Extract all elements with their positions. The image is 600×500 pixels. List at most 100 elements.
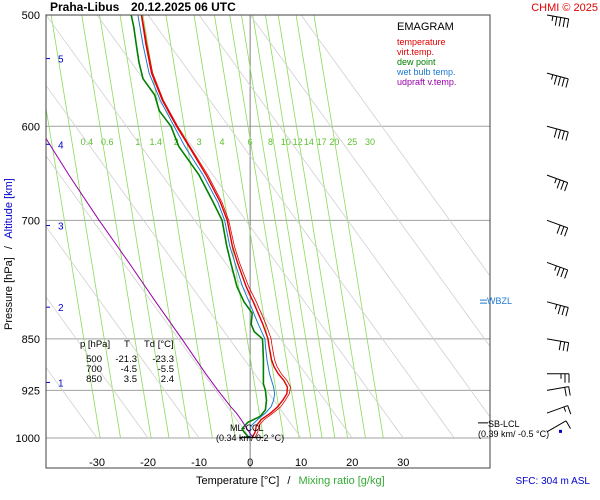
mixing-ratio-line [165,15,236,439]
copyright: CHMI © 2025 [531,2,598,14]
wind-barb [546,125,569,141]
dry-adiabat-line [46,296,149,439]
altitude-tick-label: 3 [58,222,64,233]
mixing-ratio-label: 20 [329,137,339,147]
altitude-tick-label: 1 [58,378,64,389]
wind-barb-half-feather [554,178,557,184]
mixing-ratio-label: 6 [248,137,253,147]
surface-elevation: SFC: 304 m ASL [516,476,591,487]
dry-adiabat-line [198,15,490,418]
wind-barb-feather [553,75,558,85]
mixing-ratio-line [241,15,312,439]
mixing-ratio-line [46,105,101,439]
mixing-ratio-label: 10 [281,137,291,147]
wind-barb-feather [556,224,561,234]
legend: EMAGRAM temperature virt.temp. dew point… [396,21,456,87]
wind-barb-feather [565,78,569,88]
wind-barb-half-feather [551,74,554,80]
surface-wind-marker [559,429,562,433]
wind-barb-feather [564,269,569,279]
pressure-tick-label: 1000 [16,433,40,445]
mixing-ratio-line [50,15,121,439]
wind-barb-feather [561,130,565,140]
wind-barb [546,301,569,317]
sounding-datetime: 20.12.2025 06 UTC [131,0,236,14]
wind-barb-feather [560,268,565,278]
wind-barb-staff [546,338,569,344]
mixing-ratio-line [214,15,285,439]
mixing-ratio-line [229,15,300,439]
series-wet-bulb-temp-line [137,15,276,439]
y-axis-label: Pressure [hPa] [3,257,15,330]
temperature-tick-label: 0 [247,457,253,469]
table-cell: 850 [86,374,102,385]
dry-adiabat-line [147,15,455,439]
wind-barb-staff [546,219,568,229]
mixing-ratio-line [81,15,152,439]
temperature-tick-label: -10 [191,457,207,469]
sounding-profiles [46,15,291,439]
wind-barb [546,14,570,28]
table-cell: -4.5 [121,364,137,375]
dry-adiabat-line [249,15,490,348]
wind-barb-feather [557,305,562,315]
temperature-tick-label: 20 [346,457,358,469]
mixing-ratio-line [99,15,170,439]
wind-barb-half-feather [563,406,567,412]
altitude-tick-label: 4 [58,140,64,151]
sb-lcl-values: (0.39 km/ -0.5 °C) [478,429,549,439]
mixing-ratio-label: 17 [317,137,327,147]
wind-barb-feather [568,386,571,396]
ml-ccl-label: ML-CCL [230,423,264,433]
wind-barb-staff [546,301,569,309]
table-cell: -21.3 [115,354,137,365]
ml-ccl-values: (0.34 km/ 0.2 °C) [216,433,284,443]
series-temperature-line [140,15,289,439]
legend-dew-point: dew point [397,57,436,67]
mixing-ratio-line [119,15,190,439]
station-name: Praha-Libus [50,0,120,14]
wind-barb [546,219,569,237]
pressure-tick-label: 500 [22,10,40,22]
wind-barb-feather [566,342,570,352]
wind-barb [546,405,572,415]
table-cell: 2.4 [161,374,174,385]
y-axis-title: Pressure [hPa] / Altitude [km] [3,178,15,330]
wind-barb-feather [557,129,562,139]
wind-barb-feather [553,128,558,138]
mixing-ratio-label: 0.6 [101,137,114,147]
dry-adiabat-line [46,84,302,439]
mixing-ratio-label: 30 [365,137,375,147]
mixing-ratio-line [313,15,384,439]
wind-barb-feather [558,341,562,351]
wind-barb-staff [546,72,569,80]
x-axis-label-mixing: Mixing ratio [g/kg] [298,475,384,487]
series-virt-temp-line [141,15,291,439]
wind-barb-feather [564,227,569,237]
sb-lcl-label: SB-LCL [488,419,520,429]
legend-updraft-vtemp: udpraft v.temp. [397,77,456,87]
temperature-tick-label: 30 [397,457,409,469]
dry-adiabat-line [46,155,251,439]
pressure-tick-label: 600 [22,121,40,133]
chart-grid [46,14,490,468]
wind-barb-feather [562,18,566,28]
chart-annotations [239,299,488,438]
wind-barb [546,174,569,192]
wind-barb-staff [546,125,569,133]
legend-virt-temp: virt.temp. [397,47,434,57]
wind-barb-feather [562,341,566,351]
wind-barb-half-feather [554,304,558,310]
x-axis-separator: / [287,475,291,487]
mixing-ratio-label: 1.4 [149,137,162,147]
table-header-t: T [124,339,130,350]
mixing-ratio-label: 12 [293,137,303,147]
mixing-ratio-label: 4 [220,137,225,147]
mixing-ratio-label: 2 [174,137,179,147]
x-axis-label: Temperature [°C] [196,475,279,487]
wind-barb-feather [556,267,561,276]
mixing-ratio-line [295,15,366,439]
mixing-ratio-line [252,15,323,439]
